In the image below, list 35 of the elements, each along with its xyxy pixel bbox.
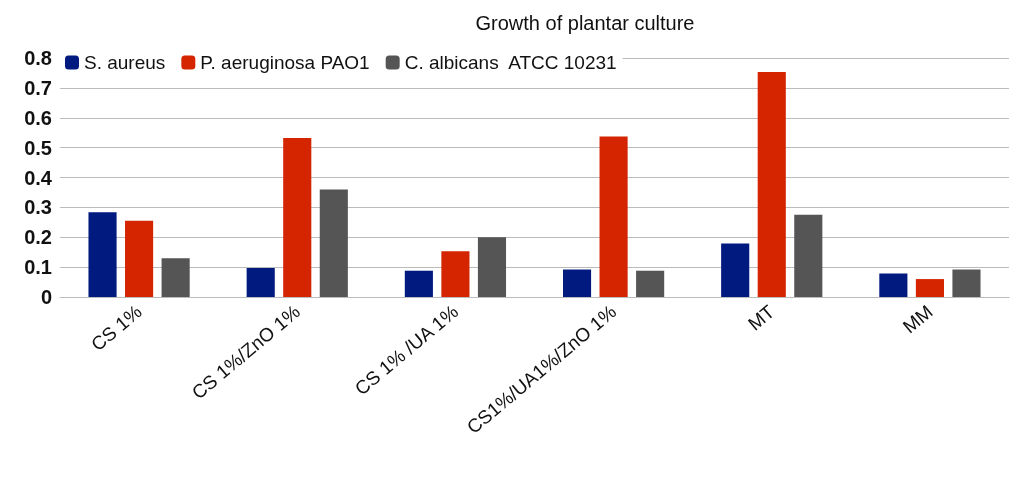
- bar: [246, 268, 275, 297]
- x-tick-label: CS 1%: [87, 300, 146, 356]
- bar: [599, 136, 628, 297]
- y-tick-label: 0.6: [24, 106, 52, 129]
- legend-label: S. aureus: [84, 52, 166, 73]
- y-tick-label: 0.8: [24, 47, 52, 69]
- y-tick-label: 0: [40, 286, 52, 308]
- y-tick-label: 0.5: [24, 136, 52, 159]
- bar: [952, 269, 981, 297]
- x-tick-label: MM: [898, 300, 937, 338]
- y-tick-label: 0.4: [24, 166, 53, 189]
- y-tick-label: 0.1: [24, 256, 52, 279]
- bar: [757, 72, 786, 297]
- y-tick-label: 0.7: [24, 76, 52, 99]
- x-tick-label: CS 1% /UA 1%: [350, 300, 463, 400]
- chart-title: Growth of plantar culture: [475, 12, 695, 34]
- bar: [88, 212, 117, 297]
- x-tick-label: MT: [743, 300, 779, 335]
- y-tick-label: 0.2: [24, 226, 52, 249]
- bar: [636, 270, 665, 297]
- bar: [915, 279, 944, 297]
- bar: [441, 251, 470, 297]
- bar: [477, 237, 507, 297]
- bar: [404, 270, 433, 297]
- bar: [319, 189, 348, 297]
- bar: [794, 214, 823, 297]
- bar: [161, 258, 190, 297]
- bar: [879, 273, 908, 297]
- bar: [283, 138, 312, 297]
- bar: [721, 243, 750, 297]
- bar: [562, 269, 592, 297]
- legend-label: C. albicans ATCC 10231: [404, 52, 617, 73]
- bar: [125, 220, 154, 297]
- legend-label: P. aeruginosa PAO1: [200, 52, 370, 73]
- y-tick-label: 0.3: [24, 196, 52, 219]
